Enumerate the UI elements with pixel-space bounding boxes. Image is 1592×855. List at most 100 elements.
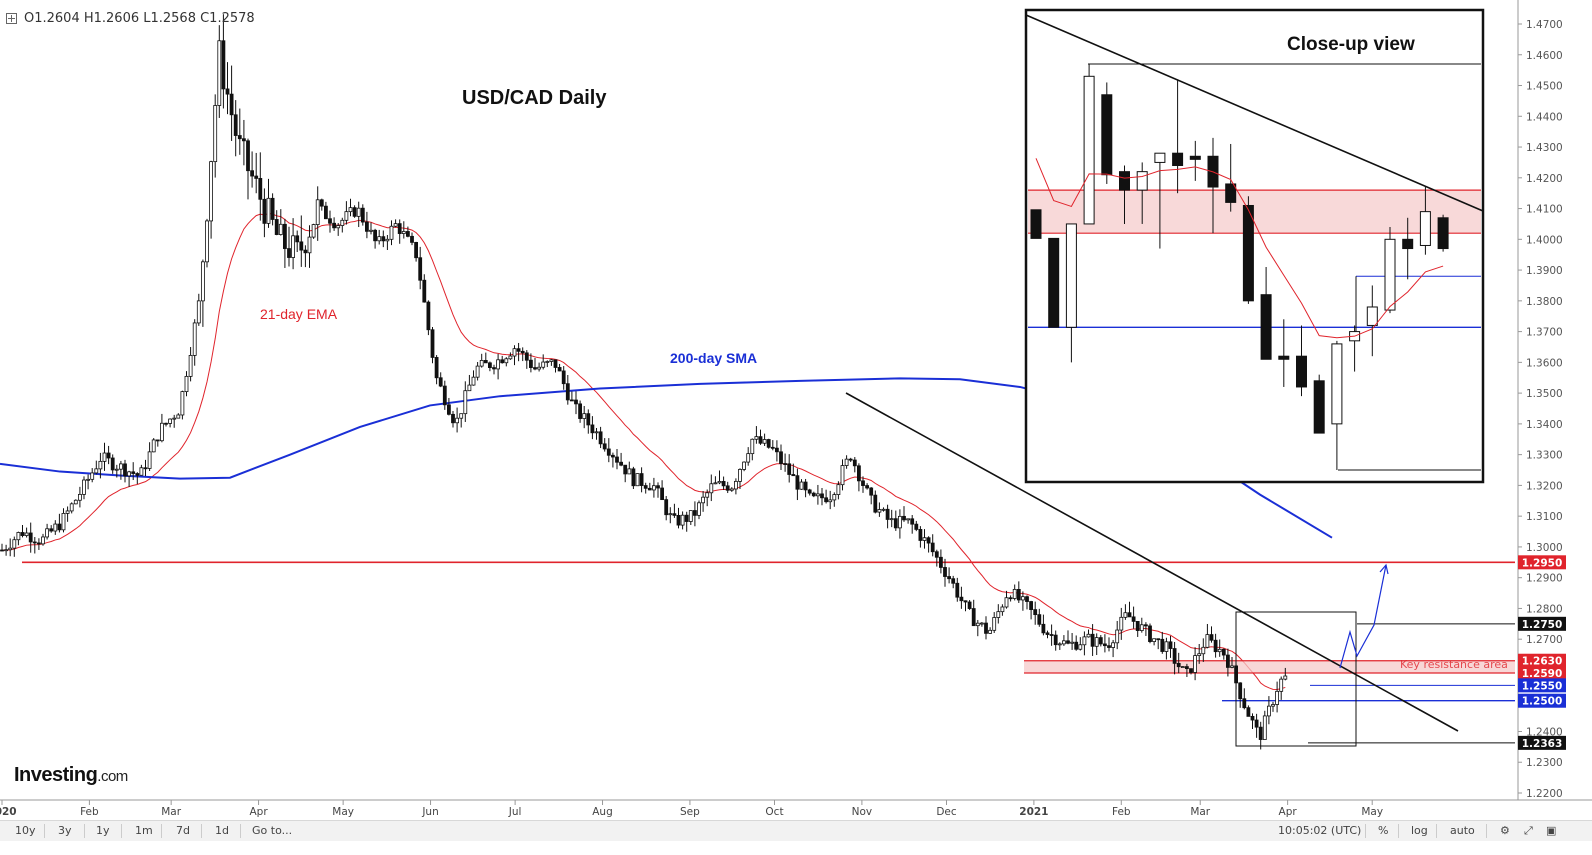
candle-body <box>86 478 90 481</box>
candle-body <box>65 510 70 514</box>
candle-body <box>307 236 312 254</box>
candle-body <box>639 473 644 486</box>
candle-body <box>348 207 353 213</box>
range-1y[interactable]: 1y <box>96 824 110 837</box>
candle-body <box>303 249 308 254</box>
candle-body <box>45 528 49 538</box>
candle-body <box>1144 624 1148 627</box>
price-tick-label: 1.3100 <box>1526 511 1563 523</box>
candle-body <box>278 223 283 235</box>
range-3y[interactable]: 3y <box>58 824 72 837</box>
inset-candle-body <box>1402 238 1414 250</box>
candle-body <box>1008 597 1013 600</box>
candle-body <box>422 279 427 303</box>
time-tick-label: 2020 <box>0 806 17 818</box>
candle-body <box>1221 648 1226 656</box>
candle-body <box>381 236 386 242</box>
range-10y[interactable]: 10y <box>15 824 36 837</box>
candle-body <box>1217 648 1222 653</box>
ohlc-values: O1.2604 H1.2606 L1.2568 C1.2578 <box>24 11 255 26</box>
auto-scale-toggle[interactable]: auto <box>1450 824 1475 837</box>
inset-candle-body <box>1296 355 1307 388</box>
settings-gear-icon[interactable]: ⚙ <box>1500 824 1510 837</box>
candle-body <box>410 235 414 243</box>
candle-body <box>1004 597 1009 608</box>
percent-scale-toggle[interactable]: % <box>1378 824 1389 837</box>
candle-body <box>824 497 828 503</box>
candle-body <box>783 463 787 465</box>
candle-body <box>467 384 472 392</box>
candle-body <box>885 508 890 520</box>
price-tag-label: 1.2500 <box>1522 696 1563 708</box>
candle-body <box>442 385 447 406</box>
price-chart[interactable]: 1.22001.23001.24001.25001.26001.27001.28… <box>0 0 1592 820</box>
candle-body <box>742 461 746 470</box>
crosshair-toggle-icon[interactable] <box>6 13 17 24</box>
candle-body <box>717 481 722 484</box>
candle-body <box>660 487 664 501</box>
candle-body <box>246 140 250 172</box>
candle-body <box>1164 641 1169 652</box>
candle-body <box>311 224 316 238</box>
inset-ema-line <box>1035 158 1444 339</box>
close-up-inset: Close-up view <box>1024 8 1485 484</box>
candle-body <box>270 197 275 220</box>
candle-body <box>570 399 574 402</box>
price-tick-label: 1.3000 <box>1526 542 1563 554</box>
candle-body <box>713 482 718 485</box>
screenshot-icon[interactable]: ▣ <box>1546 824 1557 837</box>
candle-body <box>545 361 550 363</box>
candle-body <box>565 383 570 401</box>
time-tick-label: Jul <box>508 806 522 818</box>
candle-body <box>918 529 923 541</box>
candle-body <box>98 460 103 470</box>
candle-body <box>725 485 730 491</box>
price-tick-label: 1.2200 <box>1526 788 1563 800</box>
inset-trendline <box>1025 14 1484 212</box>
time-tick-label: Feb <box>80 806 99 818</box>
candle-body <box>980 622 984 625</box>
candle-body <box>1185 666 1189 670</box>
range-7d[interactable]: 7d <box>176 824 190 837</box>
range-1m[interactable]: 1m <box>135 824 153 837</box>
candle-body <box>1115 629 1120 644</box>
candle-body <box>1119 616 1124 631</box>
inset-resistance-zone <box>1028 190 1481 234</box>
candle-body <box>1262 715 1267 740</box>
candle-body <box>180 391 185 416</box>
candle-body <box>672 513 677 516</box>
candle-body <box>1025 596 1029 602</box>
trendline <box>845 392 1459 732</box>
candle-body <box>684 514 689 522</box>
inset-candle-body <box>1260 294 1272 360</box>
candle-body <box>4 549 8 552</box>
candle-body <box>770 446 775 449</box>
candle-body <box>1057 643 1062 646</box>
candle-body <box>561 370 566 385</box>
candle-body <box>1123 612 1128 618</box>
ohlc-readout: O1.2604 H1.2606 L1.2568 C1.2578 <box>6 11 255 26</box>
inset-candle-body <box>1065 223 1077 328</box>
candle-body <box>955 582 960 598</box>
candle-body <box>1131 616 1136 622</box>
price-tick-label: 1.4100 <box>1526 204 1563 216</box>
price-tick-label: 1.2400 <box>1526 726 1563 738</box>
candle-body <box>914 523 919 530</box>
candle-body <box>762 439 767 444</box>
candle-body <box>1045 632 1050 635</box>
candle-body <box>73 499 78 505</box>
inset-candle-body <box>1083 75 1095 225</box>
candle-body <box>1053 634 1058 646</box>
price-tick-label: 1.4000 <box>1526 234 1563 246</box>
time-tick-label: Aug <box>592 806 613 818</box>
fullscreen-icon[interactable]: ⤢ <box>1524 824 1533 837</box>
range-1d[interactable]: 1d <box>215 824 229 837</box>
candle-body <box>590 424 595 434</box>
candle-body <box>451 413 455 424</box>
goto-date-button[interactable]: Go to... <box>252 824 293 837</box>
log-scale-toggle[interactable]: log <box>1411 824 1428 837</box>
candle-body <box>1209 634 1214 641</box>
candle-body <box>188 355 193 377</box>
candle-body <box>606 448 611 456</box>
price-tag <box>1518 693 1566 708</box>
